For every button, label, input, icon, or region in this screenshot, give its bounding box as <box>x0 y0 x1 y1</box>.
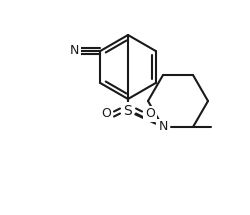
Text: O: O <box>144 108 154 120</box>
Text: N: N <box>158 120 167 134</box>
Text: N: N <box>69 45 79 57</box>
Text: O: O <box>101 108 110 120</box>
Text: S: S <box>123 104 132 118</box>
